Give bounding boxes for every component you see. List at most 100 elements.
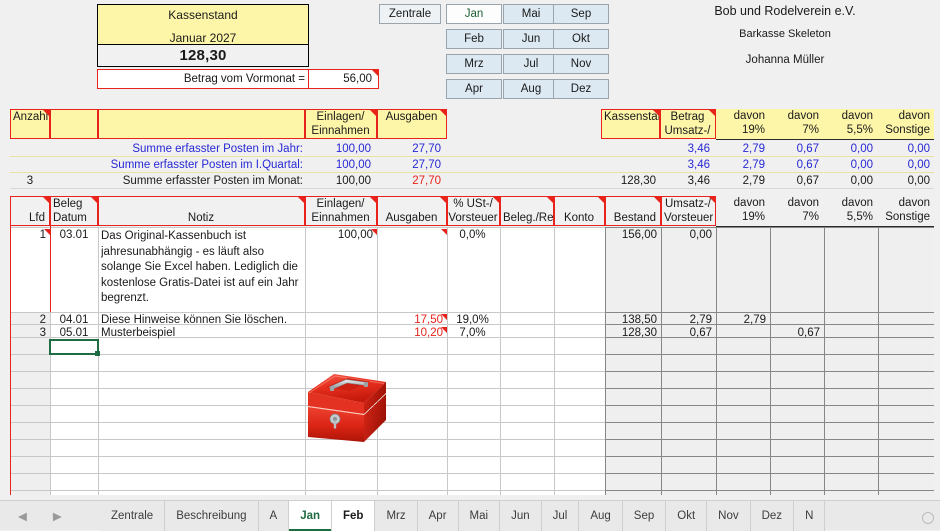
table-row2-lfd[interactable]: 2: [39, 314, 46, 326]
table-row2-notiz[interactable]: Diese Hinweise können Sie löschen.: [101, 314, 288, 326]
summary-row-month-einlagen: 100,00: [335, 175, 371, 187]
table-header-beleg-re-text: Beleg./Re.: [503, 212, 554, 224]
table-row3-ausgaben[interactable]: 10,20: [414, 327, 443, 339]
grid-line: [605, 405, 934, 406]
table-row3-beleg-re[interactable]: [500, 327, 552, 341]
table-row1-umsatz: 0,00: [689, 229, 712, 241]
table-row1-datum[interactable]: 03.01: [59, 229, 89, 241]
sheet-tab-apr[interactable]: Apr: [417, 501, 459, 531]
table-header-umsatz-line1: Umsatz-/: [665, 198, 711, 210]
summary-row-year-einlagen: 100,00: [335, 143, 371, 155]
table-row3-datum[interactable]: 05.01: [59, 327, 89, 339]
grid-line: [10, 337, 934, 338]
comment-marker-icon: [598, 197, 604, 203]
sheet-tab-okt[interactable]: Okt: [666, 501, 708, 531]
vormonat-value[interactable]: 56,00: [309, 69, 379, 89]
sheet-tab-jun[interactable]: Jun: [500, 501, 542, 531]
sheet-tab-jul[interactable]: Jul: [541, 501, 580, 531]
sheet-tab-sep[interactable]: Sep: [622, 501, 667, 531]
summary-row-month-anzahl: 3: [26, 175, 34, 187]
summary-header-einlagen-line2: Einnahmen: [311, 125, 370, 137]
button-month-okt[interactable]: Okt: [553, 29, 609, 49]
summary-header-davon-19: davon 19%: [716, 109, 770, 139]
table-row1-notiz[interactable]: Das Original-Kassenbuch ist jahresunabhä…: [101, 230, 299, 304]
summary-header-anzahl: Anzahl: [10, 109, 50, 139]
fill-handle[interactable]: [95, 351, 100, 356]
table-row2-einlagen[interactable]: [305, 314, 373, 328]
table-row1-davon19: [716, 229, 766, 243]
triangle-right-icon[interactable]: ▶: [52, 511, 62, 523]
sheet-tab-aug[interactable]: Aug: [579, 501, 623, 531]
sheet-tab-jan[interactable]: Jan: [289, 501, 333, 531]
table-row3-davon55: [824, 327, 874, 341]
table-row1-ust[interactable]: 0,0%: [459, 229, 486, 241]
summary-header-davon-7: davon 7%: [770, 109, 824, 139]
button-month-jan[interactable]: Jan: [446, 4, 502, 24]
table-row3-lfd[interactable]: 3: [39, 327, 46, 339]
button-month-apr[interactable]: Apr: [446, 79, 502, 99]
triangle-left-icon[interactable]: ◀: [18, 511, 27, 523]
button-month-sep[interactable]: Sep: [553, 4, 609, 24]
button-month-aug[interactable]: Aug: [503, 79, 559, 99]
summary-header-betrag-line2: Umsatz-/: [664, 125, 711, 137]
sheet-tab-a[interactable]: A: [258, 501, 290, 531]
grid-line: [605, 354, 934, 355]
grid-line: [500, 227, 501, 495]
table-row1-konto[interactable]: [554, 229, 603, 243]
button-month-mai[interactable]: Mai: [503, 4, 559, 24]
grid-line: [605, 337, 934, 338]
table-header-davon-7-rate: 7%: [802, 211, 819, 223]
table-row3-notiz[interactable]: Musterbeispiel: [101, 327, 176, 339]
table-row1-einlagen[interactable]: 100,00: [337, 229, 373, 241]
table-row1-lfd[interactable]: 1: [39, 229, 46, 241]
grid-line: [605, 312, 934, 313]
table-row2-davon7: [770, 314, 820, 328]
sheet-nav-arrows: ◀ ▶: [18, 509, 88, 523]
comment-marker-icon: [547, 197, 553, 203]
table-header-konto: Konto: [554, 196, 605, 226]
button-month-jul[interactable]: Jul: [503, 54, 559, 74]
sheet-tab-feb[interactable]: Feb: [332, 501, 376, 531]
button-month-jun[interactable]: Jun: [503, 29, 559, 49]
table-row3-ust[interactable]: 7,0%: [459, 327, 486, 339]
table-row2-beleg-re[interactable]: [500, 314, 552, 328]
table-row2-ust[interactable]: 19,0%: [456, 314, 489, 326]
sheet-tab-mai[interactable]: Mai: [458, 501, 501, 531]
summary-row-quarter-label-text: Summe erfasster Posten im I.Quartal:: [110, 159, 303, 171]
table-header-davon-label: davon: [841, 197, 873, 209]
button-zentrale[interactable]: Zentrale: [379, 4, 441, 24]
table-row1-beleg-re[interactable]: [500, 229, 552, 243]
table-row1-ausgaben[interactable]: [377, 229, 443, 243]
comment-marker-icon: [370, 197, 376, 203]
cash-box-image: [286, 362, 404, 450]
comment-marker-icon: [709, 110, 715, 116]
button-month-feb[interactable]: Feb: [446, 29, 502, 49]
table-header-einlagen: Einlagen/ Einnahmen: [305, 196, 377, 226]
grid-line: [605, 388, 934, 389]
sheet-tab-n[interactable]: N: [794, 501, 826, 531]
summary-row-month-davonsonst: 0,00: [907, 175, 930, 187]
comment-marker-icon: [370, 110, 376, 116]
sheet-tab-zentrale[interactable]: Zentrale: [100, 501, 166, 531]
grid-line: [605, 227, 606, 495]
sheet-tab-beschreibung[interactable]: Beschreibung: [165, 501, 259, 531]
button-month-mrz[interactable]: Mrz: [446, 54, 502, 74]
table-frame-left: [10, 196, 11, 495]
comment-marker-icon: [91, 197, 97, 203]
button-month-nov[interactable]: Nov: [553, 54, 609, 74]
table-row2-konto[interactable]: [554, 314, 603, 328]
active-cell-cursor[interactable]: [49, 339, 100, 356]
table-header-bestand: Bestand: [605, 196, 661, 226]
sheet-tab-dez[interactable]: Dez: [750, 501, 795, 531]
button-month-dez[interactable]: Dez: [553, 79, 609, 99]
comment-marker-icon: [441, 229, 447, 235]
table-row3-konto[interactable]: [554, 327, 603, 341]
table-header-davon-55-rate: 5,5%: [846, 211, 873, 223]
table-row3-einlagen[interactable]: [305, 327, 373, 341]
horizontal-scrollbar-handle[interactable]: [922, 512, 934, 524]
table-row2-datum[interactable]: 04.01: [59, 314, 89, 326]
table-header-beleg-re: Beleg./Re.: [500, 196, 554, 226]
sheet-tab-nov[interactable]: Nov: [707, 501, 751, 531]
sheet-tab-mrz[interactable]: Mrz: [375, 501, 418, 531]
table-row2-ausgaben[interactable]: 17,50: [414, 314, 443, 326]
